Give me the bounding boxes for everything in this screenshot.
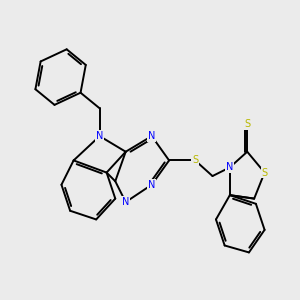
Text: N: N: [226, 162, 233, 172]
Text: N: N: [148, 131, 155, 141]
Text: S: S: [192, 155, 198, 165]
Text: S: S: [262, 168, 268, 178]
Text: N: N: [148, 180, 155, 190]
Text: S: S: [244, 119, 250, 129]
Text: N: N: [122, 197, 129, 207]
Text: N: N: [96, 131, 103, 141]
